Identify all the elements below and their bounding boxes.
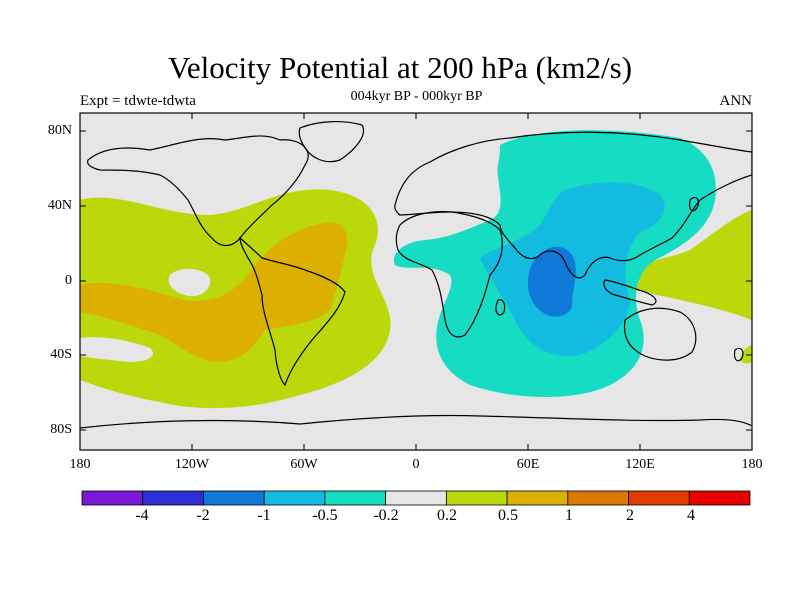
colorbar-label: 1: [565, 507, 573, 524]
colorbar-box: [445, 490, 508, 506]
colorbar-label: -0.5: [312, 507, 338, 524]
colorbar-label: 0.5: [498, 507, 518, 524]
colorbar-box: [142, 490, 204, 506]
colorbar-label: 2: [626, 507, 634, 524]
colorbar-box: [567, 490, 629, 506]
axis-tick-marks: [79, 113, 753, 450]
colorbar-label: -2: [196, 507, 210, 524]
lon-tick-label: 0: [412, 457, 420, 472]
positive-region-wrap: [625, 210, 752, 320]
plot-title: Velocity Potential at 200 hPa (km2/s): [167, 50, 633, 85]
colorbar-box: [324, 490, 387, 506]
colorbar-label: -1: [257, 507, 271, 524]
colorbar-box: [81, 490, 144, 506]
negative-core-region: [528, 246, 576, 317]
colorbar-box: [263, 490, 326, 506]
colorbar-box: [385, 490, 447, 506]
colorbar-box: [506, 490, 569, 506]
positive-core-region: [80, 222, 348, 362]
lon-tick-label: 60W: [290, 457, 318, 472]
positive-region-east-small: [740, 345, 752, 364]
lon-tick-label: 120W: [174, 457, 210, 472]
lat-tick-label: 40S: [50, 347, 72, 362]
colorbar: [81, 490, 751, 506]
lat-tick-label: 0: [65, 273, 72, 288]
experiment-label: Expt = tdwte-tdwta: [80, 93, 196, 109]
season-label: ANN: [719, 93, 753, 109]
neutral-hole-pacific: [168, 268, 211, 297]
colorbar-box: [688, 490, 751, 506]
lon-tick-label: 180: [741, 457, 763, 472]
colorbar-label: -0.2: [373, 507, 399, 524]
lat-tick-label: 80N: [47, 123, 72, 138]
colorbar-label: -4: [135, 507, 149, 524]
period-subtitle: 004kyr BP - 000kyr BP: [350, 89, 483, 104]
colorbar-label: 0.2: [437, 507, 457, 524]
neutral-hole-southpacific: [80, 337, 154, 362]
lon-tick-label: 120E: [625, 457, 655, 472]
colorbar-label: 4: [687, 507, 695, 524]
colorbar-box: [203, 490, 265, 506]
coastlines: [80, 120, 752, 429]
colorbar-box: [628, 490, 690, 506]
lon-tick-label: 60E: [516, 457, 540, 472]
lat-tick-label: 40N: [47, 198, 72, 213]
lon-tick-label: 180: [69, 457, 91, 472]
contour-fill-layer: [80, 113, 752, 450]
lat-tick-label: 80S: [50, 422, 72, 437]
